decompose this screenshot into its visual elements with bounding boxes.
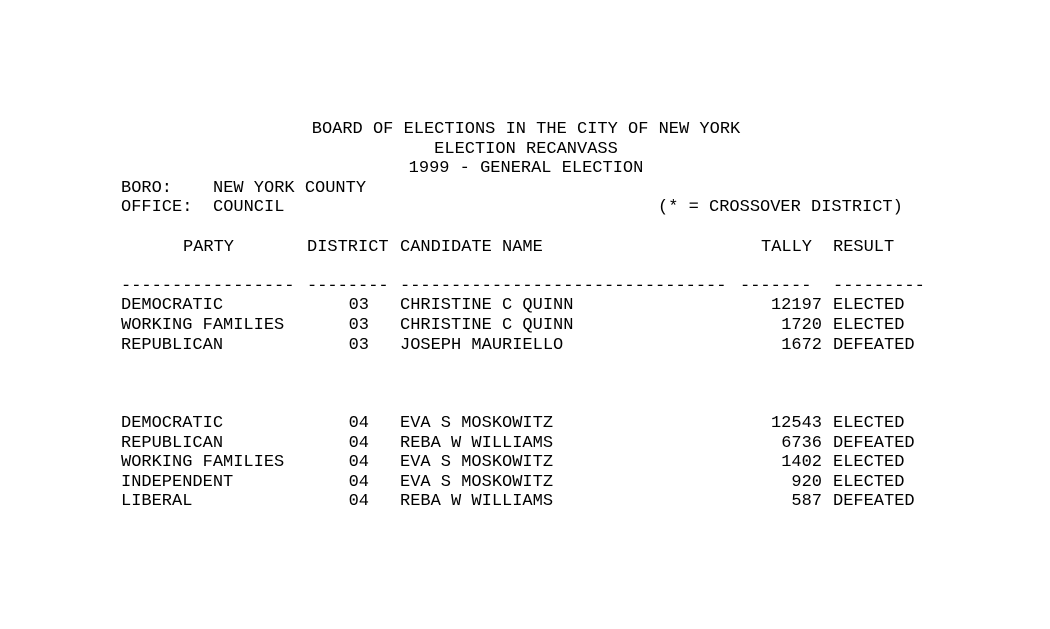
district-cell: 03 xyxy=(348,335,369,355)
result-cell: ELECTED xyxy=(833,315,905,335)
candidate-separator: -------------------------------- xyxy=(400,276,727,296)
office-value: COUNCIL xyxy=(213,198,285,218)
candidate-cell: CHRISTINE C QUINN xyxy=(400,296,574,316)
party-cell: REPUBLICAN xyxy=(121,335,224,355)
blank-line xyxy=(121,218,931,238)
report-title-line: BOARD OF ELECTIONS IN THE CITY OF NEW YO… xyxy=(121,120,931,140)
table-row: REPUBLICAN 04 REBA W WILLIAMS 6736 DEFEA… xyxy=(121,434,931,454)
district-column-header: DISTRICT xyxy=(307,237,389,257)
boro-line: BORO: NEW YORK COUNTY xyxy=(121,179,931,199)
table-row: REPUBLICAN 03 JOSEPH MAURIELLO 1672 DEFE… xyxy=(121,336,931,356)
table-row: INDEPENDENT 04 EVA S MOSKOWITZ 920 ELECT… xyxy=(121,473,931,493)
result-cell: ELECTED xyxy=(833,453,905,473)
election-name-line: 1999 - GENERAL ELECTION xyxy=(121,159,931,179)
result-separator: --------- xyxy=(833,276,925,296)
party-cell: DEMOCRATIC xyxy=(121,413,224,433)
report-subtitle: ELECTION RECANVASS xyxy=(434,139,618,159)
tally-cell: 1720 xyxy=(781,315,822,335)
tally-cell: 1672 xyxy=(781,335,822,355)
party-cell: REPUBLICAN xyxy=(121,433,224,453)
party-cell: LIBERAL xyxy=(121,492,193,512)
district-separator: -------- xyxy=(307,276,389,296)
district-cell: 04 xyxy=(348,472,369,492)
candidate-cell: CHRISTINE C QUINN xyxy=(400,315,574,335)
tally-cell: 12197 xyxy=(770,296,822,316)
candidate-cell: EVA S MOSKOWITZ xyxy=(400,453,554,473)
party-cell: DEMOCRATIC xyxy=(121,296,224,316)
party-column-header: PARTY xyxy=(183,237,235,257)
candidate-cell: EVA S MOSKOWITZ xyxy=(400,472,554,492)
party-cell: WORKING FAMILIES xyxy=(121,315,285,335)
blank-line xyxy=(121,257,931,277)
table-row: DEMOCRATIC 04 EVA S MOSKOWITZ 12543 ELEC… xyxy=(121,414,931,434)
result-column-header: RESULT xyxy=(833,237,895,257)
party-cell: INDEPENDENT xyxy=(121,472,234,492)
tally-cell: 6736 xyxy=(781,433,822,453)
candidate-cell: REBA W WILLIAMS xyxy=(400,433,554,453)
office-label: OFFICE: xyxy=(121,198,193,218)
party-cell: WORKING FAMILIES xyxy=(121,453,285,473)
blank-line xyxy=(121,375,931,395)
election-report: BOARD OF ELECTIONS IN THE CITY OF NEW YO… xyxy=(121,120,931,512)
result-cell: ELECTED xyxy=(833,296,905,316)
blank-line xyxy=(121,394,931,414)
district-cell: 03 xyxy=(348,315,369,335)
column-header-row: PARTY DISTRICT CANDIDATE NAME TALLY RESU… xyxy=(121,238,931,258)
table-row: DEMOCRATIC 03 CHRISTINE C QUINN 12197 EL… xyxy=(121,296,931,316)
boro-value: NEW YORK COUNTY xyxy=(213,178,367,198)
candidate-cell: REBA W WILLIAMS xyxy=(400,492,554,512)
result-cell: DEFEATED xyxy=(833,335,915,355)
blank-line xyxy=(121,355,931,375)
district-cell: 04 xyxy=(348,453,369,473)
table-row: LIBERAL 04 REBA W WILLIAMS 587 DEFEATED xyxy=(121,492,931,512)
tally-column-header: TALLY xyxy=(761,237,813,257)
district-cell: 03 xyxy=(348,296,369,316)
tally-cell: 12543 xyxy=(770,413,822,433)
result-cell: ELECTED xyxy=(833,472,905,492)
candidate-cell: JOSEPH MAURIELLO xyxy=(400,335,564,355)
report-subtitle-line: ELECTION RECANVASS xyxy=(121,140,931,160)
tally-separator: ------- xyxy=(740,276,812,296)
candidate-column-header: CANDIDATE NAME xyxy=(400,237,543,257)
tally-cell: 920 xyxy=(791,472,822,492)
election-name: 1999 - GENERAL ELECTION xyxy=(408,159,644,179)
crossover-note: (* = CROSSOVER DISTRICT) xyxy=(658,198,903,218)
tally-cell: 587 xyxy=(791,492,822,512)
result-cell: ELECTED xyxy=(833,413,905,433)
table-row: WORKING FAMILIES 04 EVA S MOSKOWITZ 1402… xyxy=(121,453,931,473)
separator-row: ----------------- -------- -------------… xyxy=(121,277,931,297)
boro-label: BORO: xyxy=(121,178,173,198)
tally-cell: 1402 xyxy=(781,453,822,473)
party-separator: ----------------- xyxy=(121,276,295,296)
district-cell: 04 xyxy=(348,413,369,433)
result-cell: DEFEATED xyxy=(833,433,915,453)
candidate-cell: EVA S MOSKOWITZ xyxy=(400,413,554,433)
district-cell: 04 xyxy=(348,492,369,512)
district-cell: 04 xyxy=(348,433,369,453)
office-line: OFFICE: COUNCIL (* = CROSSOVER DISTRICT) xyxy=(121,198,931,218)
result-cell: DEFEATED xyxy=(833,492,915,512)
table-row: WORKING FAMILIES 03 CHRISTINE C QUINN 17… xyxy=(121,316,931,336)
report-title: BOARD OF ELECTIONS IN THE CITY OF NEW YO… xyxy=(311,120,741,139)
